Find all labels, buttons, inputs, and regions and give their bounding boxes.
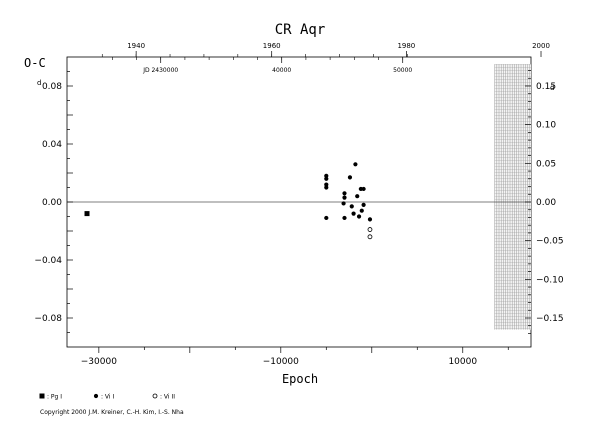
data-point xyxy=(361,202,366,207)
copyright-text: Copyright 2000 J.M. Kreiner, C.-H. Kim, … xyxy=(40,409,184,416)
top-year-label: 2000 xyxy=(532,42,550,50)
y-tick-label-left: −0.08 xyxy=(34,314,62,324)
x-axis-label: Epoch xyxy=(282,372,318,386)
axis-ticks: −30000 −10000 10000 1940 1960 1980 2000 JD 2430… xyxy=(34,42,563,367)
jd-label: 40000 xyxy=(272,67,291,74)
y-tick-label-right: −0.15 xyxy=(536,314,564,324)
data-point xyxy=(356,214,362,219)
data-point xyxy=(367,234,373,240)
legend-marker xyxy=(152,393,158,399)
y-tick-label-left: −0.04 xyxy=(34,256,62,266)
data-point xyxy=(367,227,373,232)
jd-label: JD 2430000 xyxy=(142,67,178,74)
data-point xyxy=(342,215,347,221)
y-tick-label-left: 0.04 xyxy=(42,140,62,150)
y-tick-label-left: 0.08 xyxy=(42,82,62,92)
legend-label: : Pg I xyxy=(47,394,62,401)
data-point xyxy=(359,208,364,213)
data-point xyxy=(324,176,329,181)
top-year-label: 1940 xyxy=(127,42,145,50)
data-point xyxy=(353,162,358,167)
y-unit-right: d xyxy=(550,84,554,92)
data-point xyxy=(324,215,329,221)
chart-title: CR Aqr xyxy=(275,22,326,38)
data-point xyxy=(351,211,356,216)
y-tick-label-right: 0.10 xyxy=(536,121,556,131)
y-tick-label-right: −0.10 xyxy=(536,275,564,285)
data-point xyxy=(367,217,373,222)
shaded-region-fill xyxy=(494,64,531,330)
y-tick-label-right: 0.15 xyxy=(536,82,556,92)
y-tick-label-right: 0.00 xyxy=(536,198,556,208)
y-axis-label: O-C xyxy=(24,56,46,70)
data-point xyxy=(324,182,329,187)
data-point xyxy=(349,204,354,209)
shaded-region xyxy=(494,64,531,330)
data-point xyxy=(324,185,329,190)
y-tick-label-right: −0.05 xyxy=(536,237,564,247)
legend-marker xyxy=(39,393,45,399)
data-points xyxy=(84,162,373,240)
jd-label: 50000 xyxy=(393,67,412,74)
data-point xyxy=(347,175,353,180)
data-point xyxy=(342,191,347,196)
legend-label: : Vi II xyxy=(160,394,175,401)
top-year-label: 1960 xyxy=(263,42,281,50)
x-tick-label: −30000 xyxy=(81,357,117,367)
data-point xyxy=(324,173,329,178)
data-point xyxy=(361,186,366,192)
data-point xyxy=(342,195,347,200)
top-year-label: 1980 xyxy=(397,42,415,50)
legend: : Pg I : Vi I : Vi II xyxy=(39,393,175,401)
legend-marker xyxy=(93,393,99,399)
legend-label: : Vi I xyxy=(101,394,114,401)
data-point xyxy=(341,201,346,206)
y-tick-label-right: 0.05 xyxy=(536,159,556,169)
x-tick-label: 10000 xyxy=(448,357,477,367)
data-point xyxy=(355,194,360,199)
y-unit-left: d xyxy=(37,79,41,87)
data-point xyxy=(84,211,90,217)
y-tick-label-left: 0.00 xyxy=(42,198,62,208)
x-tick-label: −10000 xyxy=(263,357,299,367)
